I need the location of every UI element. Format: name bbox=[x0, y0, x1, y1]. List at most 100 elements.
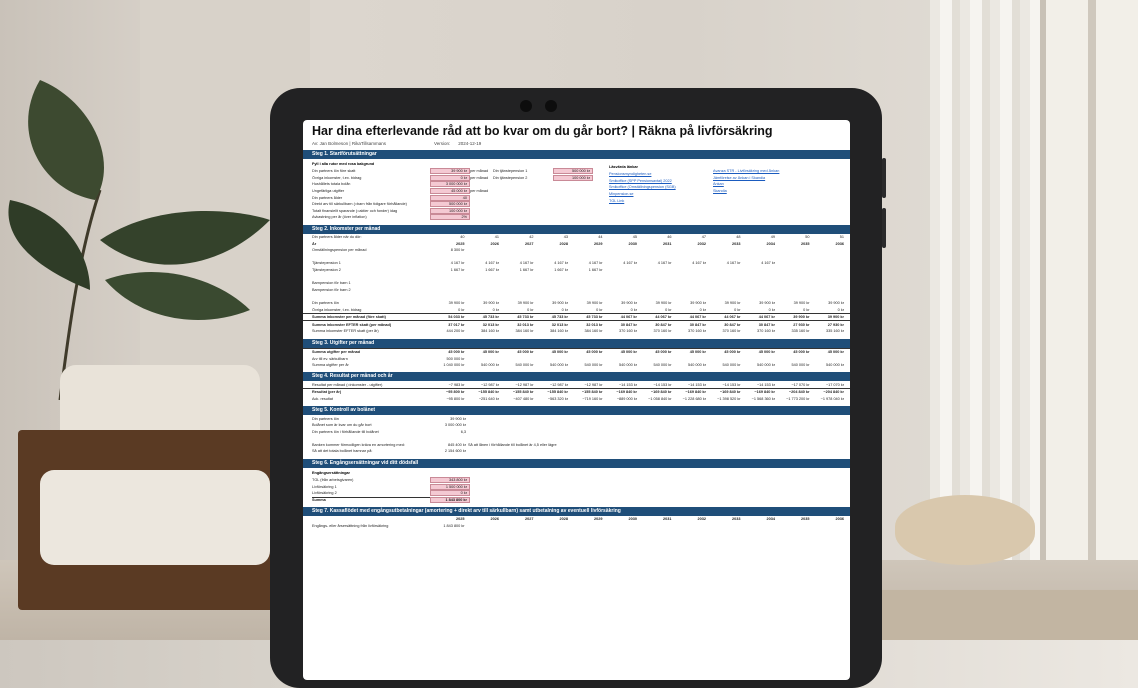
value-cell: −169 840 kr bbox=[616, 390, 637, 395]
table-row: Övriga inkomster, t.ex. bidrag 0 kr 0 kr 0 … bbox=[303, 306, 850, 313]
resource-link[interactable]: TGL Link bbox=[609, 198, 625, 203]
value-cell: 0 kr bbox=[527, 307, 534, 312]
value-cell: 45 733 kr bbox=[517, 315, 534, 320]
resource-link[interactable]: Smikoffice (SPP Pensionsavtal) 2022 bbox=[609, 178, 672, 183]
value-cell: 45 733 kr bbox=[586, 315, 603, 320]
input-value[interactable]: 45 000 kr bbox=[430, 188, 470, 195]
value-cell: 540 000 kr bbox=[481, 363, 499, 368]
table-row: Summa inkomster per månad (före skatt) 54… bbox=[303, 312, 850, 321]
link-row: Smikoffice (SPP Pensionsavtal) 2022 bbox=[609, 178, 713, 185]
table-row: Summa utgifter per månad 45 000 kr 45 000 … bbox=[303, 347, 850, 356]
pension-value[interactable]: 100 000 kr bbox=[553, 174, 593, 181]
table-row: Ack. resultat −95 800 kr −251 640 kr −407 4… bbox=[303, 396, 850, 403]
value-cell: 540 000 kr bbox=[515, 363, 534, 368]
input-value[interactable]: 0 kr bbox=[430, 174, 470, 181]
armchair-cushion bbox=[40, 470, 270, 565]
resource-link[interactable]: Skandia bbox=[713, 189, 727, 194]
input-row: Hushållets totala bolån 3 000 000 kr bbox=[303, 181, 493, 188]
value-cell: 0 kr bbox=[630, 307, 637, 312]
value-cell: 8 300 kr bbox=[450, 248, 465, 253]
value-cell: −155 840 kr bbox=[547, 390, 568, 395]
value-cell: 45 000 kr bbox=[482, 349, 499, 354]
table-row: Banken kommer förmodligen kräva en amort… bbox=[303, 442, 850, 449]
value-cell: 2030 bbox=[628, 517, 637, 522]
step3-header: Steg 3. Utgifter per månad bbox=[303, 338, 850, 348]
input-row: Avkastning per år (över inflation) 2% bbox=[303, 214, 493, 221]
table-row: Arv till ev. särkullbarn 500 000 kr bbox=[303, 355, 850, 362]
value-cell: −14 153 kr bbox=[756, 382, 775, 387]
pension-value[interactable]: 500 000 kr bbox=[553, 168, 593, 175]
resource-link[interactable]: Pensionsmyndigheten.se bbox=[609, 172, 652, 177]
table-row bbox=[303, 435, 850, 442]
input-value[interactable]: 500 000 kr bbox=[430, 201, 470, 208]
value-cell: 51 bbox=[839, 235, 844, 240]
table-row: Engångs- eller årsersättning från livför… bbox=[303, 523, 850, 530]
row-label: Summa inkomster EFTER skatt (per månad) bbox=[312, 322, 392, 327]
table-row bbox=[303, 254, 850, 261]
value-cell: 0 kr bbox=[734, 307, 741, 312]
table-row: Summa utgifter per år 1 040 000 kr 540 000… bbox=[303, 362, 850, 369]
table-row: Din partners lön 39 900 kr 39 900 kr 39 900… bbox=[303, 300, 850, 307]
pension-label: Din tjänstepension 2 bbox=[493, 175, 528, 180]
input-label: Övriga inkomster, t.ex. bidrag bbox=[312, 175, 362, 180]
value-cell: 2025 bbox=[456, 241, 465, 246]
table-row: Tjänstepension 2 1 667 kr 1 667 kr 1 667 kr… bbox=[303, 267, 850, 274]
value-cell: 2026 bbox=[490, 517, 499, 522]
input-label: Direkt arv till särkullbarn (=barn från … bbox=[312, 202, 407, 207]
value-cell: −12 987 kr bbox=[549, 382, 568, 387]
value-cell: 45 bbox=[632, 235, 637, 240]
value-cell: 0 kr bbox=[458, 307, 465, 312]
value-cell: 37 017 kr bbox=[448, 322, 465, 327]
table-row: Så att det totala bolånet hamnar på: 2 15… bbox=[303, 448, 850, 455]
value-cell: −95 800 kr bbox=[446, 390, 465, 395]
link-row: Avanza STR - Livförsäkring med Änkan bbox=[713, 168, 843, 175]
value-cell: 41 bbox=[494, 235, 499, 240]
value-cell: −12 987 kr bbox=[584, 382, 603, 387]
input-value[interactable]: 40 bbox=[430, 194, 470, 201]
resource-link[interactable]: Avanza STR - Livförsäkring med Änkan bbox=[713, 169, 780, 174]
input-value[interactable]: 3 000 000 kr bbox=[430, 181, 470, 188]
value-cell: −251 640 kr bbox=[478, 396, 499, 401]
value-cell: 4 167 kr bbox=[657, 261, 672, 266]
input-row: Direkt arv till särkullbarn (=barn från … bbox=[303, 201, 493, 208]
value-cell: 39 900 kr bbox=[552, 300, 568, 305]
value-cell: 384 160 kr bbox=[584, 329, 603, 334]
resource-link[interactable]: Smikoffice (Omställningspension (SGB) bbox=[609, 185, 676, 190]
tablet-device: Har dina efterlevande råd att bo kvar om… bbox=[270, 88, 886, 688]
value-cell: 384 160 kr bbox=[515, 329, 534, 334]
value-cell: 2029 bbox=[594, 241, 603, 246]
value-cell: 4 167 kr bbox=[761, 261, 775, 266]
value-cell: −155 840 kr bbox=[512, 390, 534, 395]
sheet-meta: Av: Jan Bolmeson | RikaTillsammans Versi… bbox=[312, 141, 850, 146]
input-value[interactable]: 2% bbox=[430, 214, 470, 221]
value-cell: 39 900 kr bbox=[828, 300, 844, 305]
resource-link[interactable]: Änkan bbox=[713, 182, 724, 187]
resource-link[interactable]: Jämförelse av Änkan i Skandia bbox=[713, 175, 766, 180]
link-row: Skandia bbox=[713, 188, 843, 195]
value-cell: 45 733 kr bbox=[551, 315, 568, 320]
step1-header: Steg 1. Startförutsättningar bbox=[303, 150, 850, 159]
value-cell: 540 000 kr bbox=[757, 363, 775, 368]
value-cell: 540 000 kr bbox=[722, 363, 741, 368]
input-value[interactable]: 0 kr bbox=[430, 490, 470, 497]
value-cell: 45 000 kr bbox=[620, 349, 637, 354]
pension-row: Din tjänstepension 2 100 000 kr bbox=[493, 174, 609, 182]
value-cell: 45 000 kr bbox=[758, 349, 775, 354]
value-cell: 30 847 kr bbox=[655, 322, 672, 327]
step4-table: Resultat per månad (=inkomster - utgifte… bbox=[303, 381, 850, 402]
table-row: Barnpension för barn 1 bbox=[303, 280, 850, 287]
tablet-camera-icon bbox=[520, 100, 532, 112]
value-cell: 48 bbox=[736, 235, 741, 240]
input-value[interactable]: 39 900 kr bbox=[430, 168, 470, 175]
value-cell: −1 978 040 kr bbox=[820, 396, 844, 401]
input-value[interactable]: 100 000 kr bbox=[430, 207, 470, 214]
step4-header: Steg 4. Resultat per månad och år bbox=[303, 372, 850, 382]
value-cell: −1 228 680 kr bbox=[682, 396, 706, 401]
value-cell: 2029 bbox=[594, 517, 603, 522]
row-label: Din partners lön bbox=[312, 416, 339, 421]
input-value[interactable]: 343 800 kr bbox=[430, 477, 470, 484]
input-value[interactable]: 1 500 000 kr bbox=[430, 483, 470, 490]
resource-link[interactable]: Minpension.se bbox=[609, 192, 634, 197]
row-label: Banken kommer förmodligen kräva en amort… bbox=[312, 442, 405, 447]
value-cell: −1 568 360 kr bbox=[751, 396, 775, 401]
